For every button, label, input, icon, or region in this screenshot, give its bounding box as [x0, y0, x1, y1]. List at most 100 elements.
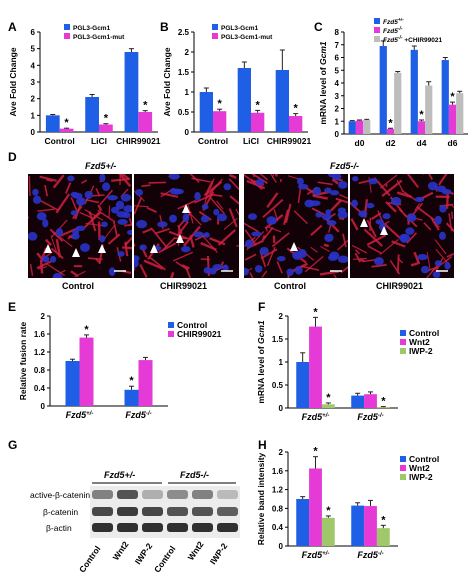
membrane-stain	[451, 211, 454, 219]
membrane-stain	[146, 206, 157, 213]
nucleus	[375, 219, 384, 225]
legend-swatch	[400, 339, 406, 345]
membrane-stain	[91, 211, 100, 220]
legend-label: CHIR99021	[177, 329, 222, 339]
membrane-stain	[271, 232, 290, 248]
membrane-stain	[200, 258, 210, 261]
blot-band	[192, 490, 213, 499]
membrane-stain	[97, 209, 116, 223]
legend-label: Control	[409, 328, 439, 338]
nucleus	[331, 174, 342, 181]
membrane-stain	[423, 222, 432, 231]
significance-star: *	[381, 514, 386, 526]
membrane-stain	[331, 178, 339, 185]
nucleus	[79, 243, 90, 252]
membrane-stain	[270, 174, 277, 183]
membrane-stain	[320, 246, 330, 252]
membrane-stain	[311, 207, 325, 216]
membrane-stain	[335, 197, 348, 204]
blot-band	[217, 490, 238, 499]
bar	[448, 104, 457, 134]
membrane-stain	[39, 175, 57, 182]
membrane-stain	[182, 225, 201, 247]
membrane-stain	[244, 267, 253, 274]
legend-swatch	[400, 348, 406, 354]
y-tick-label: 0.4	[272, 523, 284, 532]
nucleus	[329, 251, 340, 260]
membrane-stain	[55, 238, 62, 258]
membrane-stain	[158, 242, 177, 254]
legend-label: IWP-2	[409, 472, 433, 482]
significance-star: *	[313, 308, 318, 318]
membrane-stain	[143, 259, 164, 270]
chart-panel-e: 0 0.4 0.8 1.2 1.6 2 Relative fusion rate Fzd5+/…	[18, 312, 222, 420]
panel-d-group-right: Fzd5-/-	[330, 161, 359, 171]
nucleus	[52, 272, 63, 278]
membrane-stain	[149, 256, 166, 271]
membrane-stain	[319, 270, 340, 276]
bar	[296, 362, 310, 408]
nucleus	[420, 265, 430, 274]
micrograph-background	[134, 174, 239, 278]
legend-swatch	[400, 474, 406, 480]
nucleus	[439, 231, 446, 240]
nucleus	[427, 181, 438, 191]
blot-lane-label: IWP-2	[207, 541, 229, 567]
bar	[45, 115, 60, 132]
nucleus	[42, 219, 49, 228]
membrane-stain	[310, 246, 318, 253]
micrograph-caption-3: Control	[274, 281, 306, 291]
blot-row-label-actin: β-actin	[46, 523, 72, 533]
significance-star: *	[256, 99, 261, 111]
micrograph-caption-1: Control	[62, 281, 94, 291]
y-tick-label: 1	[335, 117, 340, 126]
significance-star: *	[388, 117, 393, 129]
blot-band	[92, 507, 113, 516]
legend-swatch	[400, 456, 406, 462]
membrane-stain	[44, 184, 49, 197]
blot-band	[192, 523, 213, 532]
blot-group-left: Fzd5+/-	[104, 470, 136, 480]
y-tick-label: 0	[279, 542, 284, 551]
membrane-stain	[413, 251, 420, 263]
membrane-stain	[249, 272, 254, 278]
nucleus	[297, 183, 309, 190]
nucleus	[70, 191, 79, 198]
bar	[456, 93, 464, 134]
y-tick-label: 7	[335, 41, 340, 50]
membrane-stain	[276, 260, 283, 274]
membrane-stain	[283, 209, 289, 226]
y-tick-label: 1.5	[272, 335, 284, 344]
membrane-stain	[228, 178, 239, 191]
bar	[309, 468, 322, 546]
membrane-stain	[60, 226, 80, 237]
legend-label: PGL3-Gcm1-mut	[73, 34, 125, 41]
membrane-stain	[79, 211, 92, 219]
bar	[85, 97, 99, 132]
category-label: Fzd5+/-	[302, 550, 330, 560]
membrane-stain	[367, 245, 382, 255]
membrane-stain	[229, 195, 239, 205]
membrane-stain	[161, 236, 176, 252]
nucleus	[216, 213, 228, 222]
membrane-stain	[340, 266, 348, 274]
nucleus	[101, 221, 108, 228]
nucleus	[326, 220, 337, 226]
bar	[351, 395, 365, 408]
membrane-stain	[160, 192, 179, 198]
bar	[275, 70, 289, 132]
membrane-stain	[177, 199, 197, 210]
legend-swatch	[64, 24, 70, 30]
nucleus	[67, 175, 75, 182]
membrane-stain	[250, 174, 268, 185]
blot-lane-label: Wnt2	[185, 539, 206, 563]
nucleus	[127, 229, 132, 236]
nucleus	[71, 232, 80, 240]
y-tick-label: 0.8	[34, 366, 46, 375]
significance-star: *	[381, 396, 386, 408]
membrane-stain	[396, 254, 400, 273]
membrane-stain	[177, 225, 183, 233]
arrowhead-marker	[360, 218, 368, 227]
nucleus	[117, 219, 128, 225]
nucleus	[76, 197, 86, 206]
